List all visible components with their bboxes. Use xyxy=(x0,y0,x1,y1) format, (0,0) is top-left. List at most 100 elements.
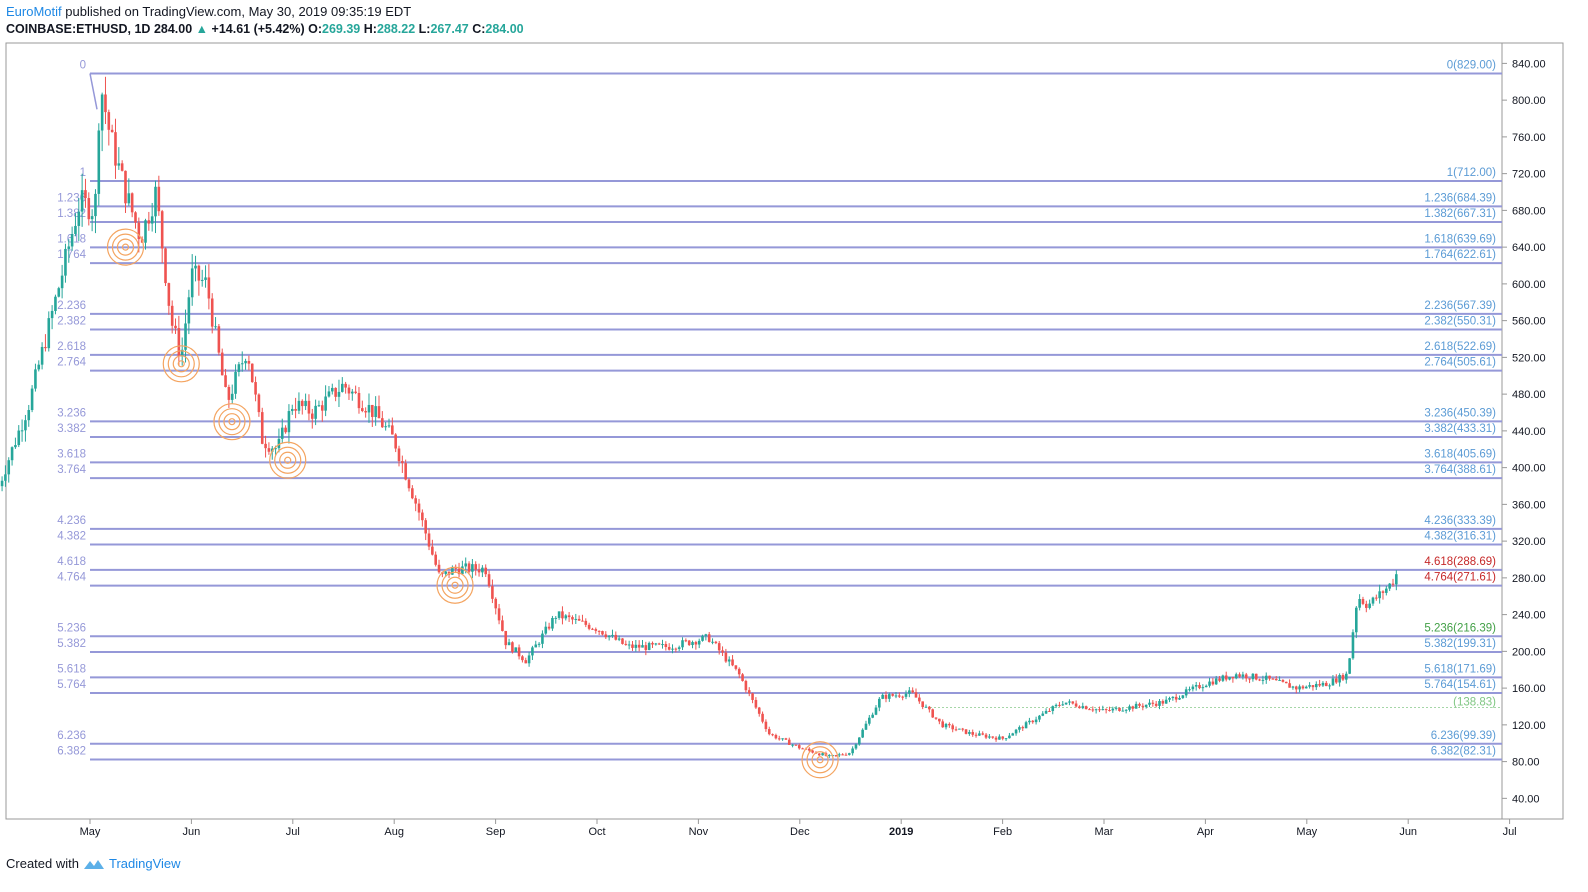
candle-body-145 xyxy=(481,567,484,573)
candle-body-415 xyxy=(1381,591,1385,593)
highlight-circle-0 xyxy=(121,243,130,251)
time-axis[interactable]: May Jun Jul Aug Sep Oct Nov Dec 2019 Feb Mar Apr May… xyxy=(80,819,1517,838)
candle-body-12 xyxy=(37,364,41,370)
candle-body-156 xyxy=(517,647,521,657)
candle-body-80 xyxy=(264,443,267,449)
candle-body-130 xyxy=(431,546,434,555)
candle-body-105 xyxy=(347,387,351,394)
candle-body-107 xyxy=(354,391,357,393)
author-link[interactable]: EuroMotif xyxy=(6,4,62,19)
candle-body-404 xyxy=(1344,673,1348,680)
candle-body-152 xyxy=(504,630,508,646)
candle-body-324 xyxy=(1078,706,1081,709)
highlight-circle-2 xyxy=(218,408,246,436)
candle-body-256 xyxy=(851,748,854,754)
fib-lines-layer: 0(829.00)01(712.00)11.236(684.39)1.2361.… xyxy=(57,60,1502,761)
fib-left-label-18: 5.236 xyxy=(57,622,86,634)
x-tick-label-4: Sep xyxy=(486,826,506,838)
candle-body-264 xyxy=(878,698,881,708)
candle-body-411 xyxy=(1368,603,1371,608)
candle-body-357 xyxy=(1188,689,1191,691)
candle-body-136 xyxy=(451,567,454,575)
candle-body-157 xyxy=(521,656,524,661)
candle-body-289 xyxy=(961,728,965,730)
candle-body-345 xyxy=(1148,702,1151,705)
candle-body-112 xyxy=(371,404,374,417)
candle-body-50 xyxy=(164,248,167,284)
candle-body-193 xyxy=(641,645,644,648)
tradingview-brand[interactable]: TradingView xyxy=(108,856,181,871)
fib-left-label-0: 0 xyxy=(80,60,86,72)
candle-body-7 xyxy=(20,430,24,432)
candle-body-131 xyxy=(434,554,437,565)
candle-body-14 xyxy=(44,346,47,349)
x-tick-label-3: Aug xyxy=(384,826,404,838)
candle-body-181 xyxy=(601,631,604,635)
candle-body-277 xyxy=(921,701,924,708)
candle-body-189 xyxy=(627,644,631,646)
candle-body-319 xyxy=(1061,704,1065,706)
candle-body-15 xyxy=(47,318,51,349)
fib-left-label-8: 2.618 xyxy=(57,341,86,353)
candle-body-396 xyxy=(1318,683,1321,686)
candle-body-305 xyxy=(1014,729,1018,734)
candle-body-379 xyxy=(1261,679,1265,681)
candle-body-373 xyxy=(1241,674,1245,677)
candle-body-257 xyxy=(854,744,858,749)
candle-body-93 xyxy=(307,400,311,414)
candle-body-385 xyxy=(1281,679,1285,682)
y-tick-label-19: 80.00 xyxy=(1512,757,1540,769)
candle-body-40 xyxy=(130,193,134,213)
candle-body-353 xyxy=(1174,696,1178,700)
fib-right-label-16: 4.618(288.69) xyxy=(1424,556,1496,568)
candle-body-361 xyxy=(1201,687,1205,689)
y-tick-label-6: 600.00 xyxy=(1512,279,1546,291)
candle-body-10 xyxy=(30,388,34,411)
candle-body-405 xyxy=(1348,658,1351,674)
candle-body-375 xyxy=(1248,678,1251,680)
candle-body-218 xyxy=(724,652,728,662)
candle-body-186 xyxy=(617,638,621,640)
candle-body-227 xyxy=(754,699,758,708)
circles-layer xyxy=(106,228,839,779)
candle-body-60 xyxy=(197,265,201,281)
candle-body-64 xyxy=(210,298,214,327)
close-value: 284.00 xyxy=(485,22,524,36)
candle-body-67 xyxy=(220,352,224,376)
candle-body-91 xyxy=(300,400,304,407)
candle-body-72 xyxy=(237,364,241,372)
candle-body-304 xyxy=(1011,733,1015,736)
candle-body-288 xyxy=(958,728,961,730)
candle-body-19 xyxy=(60,275,64,289)
candle-body-266 xyxy=(884,694,888,699)
candle-body-26 xyxy=(84,190,87,199)
candle-body-343 xyxy=(1141,705,1145,707)
candle-body-192 xyxy=(637,644,641,648)
candle-body-253 xyxy=(841,754,844,756)
candle-body-414 xyxy=(1378,591,1381,599)
candle-body-100 xyxy=(330,387,334,392)
high-label: H: xyxy=(363,22,377,36)
candle-body-5 xyxy=(14,445,17,448)
candle-body-296 xyxy=(984,734,988,738)
candle-body-366 xyxy=(1218,678,1221,681)
fib-left-label-21: 5.764 xyxy=(57,679,86,691)
fib-left-label-15: 4.382 xyxy=(57,531,86,543)
candle-body-221 xyxy=(734,665,738,669)
price-axis[interactable]: 840.00 800.00 760.00 720.00 680.00 640.00 600.… xyxy=(1502,58,1546,805)
candle-body-147 xyxy=(487,574,491,587)
fib-left-label-17: 4.764 xyxy=(57,572,86,584)
candle-body-34 xyxy=(110,129,114,133)
candle-body-2 xyxy=(4,474,7,481)
x-tick-label-9: Feb xyxy=(993,826,1012,838)
y-tick-label-10: 440.00 xyxy=(1512,426,1546,438)
candle-body-154 xyxy=(511,642,514,653)
candle-body-261 xyxy=(868,717,871,724)
symbol-label: COINBASE:ETHUSD, 1D xyxy=(6,22,151,36)
candle-body-255 xyxy=(847,753,851,755)
candle-body-200 xyxy=(664,644,668,647)
candle-body-129 xyxy=(427,533,431,547)
candle-body-22 xyxy=(70,233,74,247)
candle-body-358 xyxy=(1191,686,1195,690)
